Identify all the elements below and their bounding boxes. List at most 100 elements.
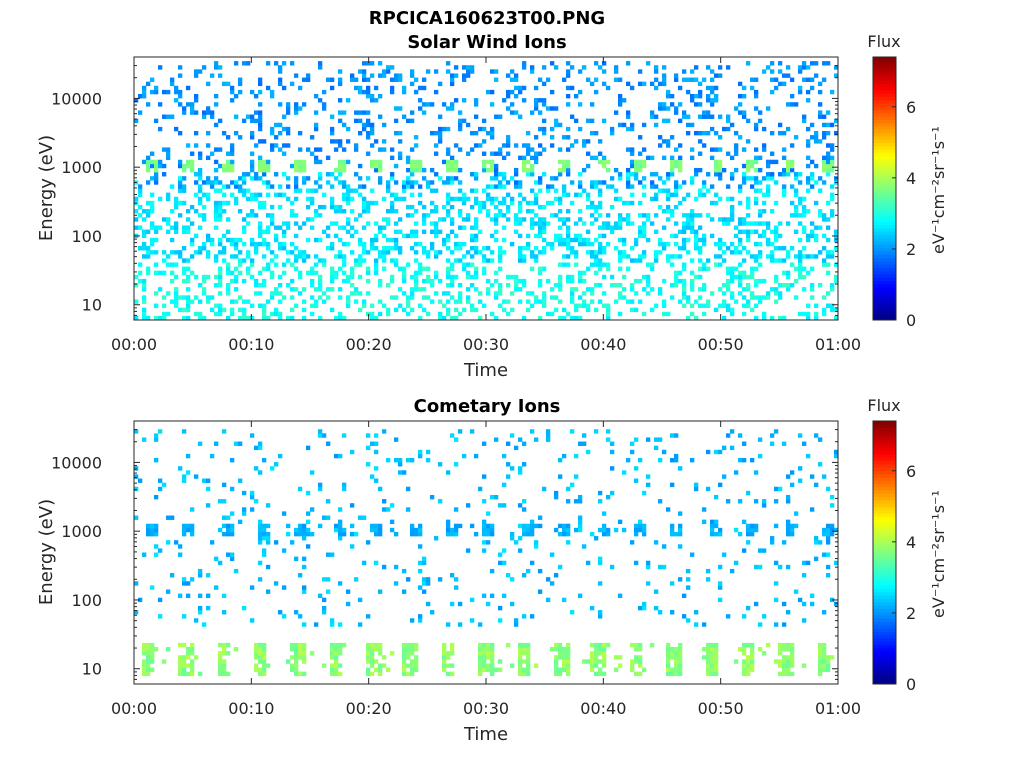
flux-cell xyxy=(782,655,787,660)
flux-cell xyxy=(346,200,351,206)
flux-cell xyxy=(178,184,183,189)
flux-cell xyxy=(166,114,171,119)
flux-cell xyxy=(730,217,735,222)
flux-cell xyxy=(798,478,803,483)
flux-cell xyxy=(290,655,295,660)
flux-cell xyxy=(382,225,387,230)
flux-cell xyxy=(222,246,227,251)
flux-cell xyxy=(358,274,363,280)
flux-cell xyxy=(782,671,787,677)
flux-cell xyxy=(314,159,319,165)
flux-cell xyxy=(454,299,459,304)
flux-cell xyxy=(154,552,159,557)
flux-cell xyxy=(818,225,823,230)
flux-cell xyxy=(490,102,495,107)
flux-cell xyxy=(554,667,559,672)
flux-cell xyxy=(742,663,747,668)
flux-cell xyxy=(446,519,451,525)
flux-cell xyxy=(578,593,583,598)
flux-cell xyxy=(810,266,815,271)
flux-cell xyxy=(738,237,743,243)
flux-cell xyxy=(690,225,695,230)
flux-cell xyxy=(630,184,635,189)
flux-cell xyxy=(498,659,503,664)
flux-cell xyxy=(342,180,347,185)
flux-cell xyxy=(582,241,587,247)
flux-cell xyxy=(334,647,339,652)
flux-cell xyxy=(358,307,363,313)
flux-cell xyxy=(166,311,171,317)
colorbar-segment xyxy=(873,129,896,134)
flux-cell xyxy=(690,209,695,214)
flux-cell xyxy=(602,221,607,226)
flux-cell xyxy=(586,560,591,566)
flux-cell xyxy=(466,65,471,70)
flux-cell xyxy=(226,135,231,140)
flux-cell xyxy=(150,651,155,656)
flux-cell xyxy=(322,262,327,267)
flux-cell xyxy=(490,69,495,74)
flux-cell xyxy=(298,671,303,677)
x-tick-label: 00:20 xyxy=(346,699,392,718)
flux-cell xyxy=(418,184,423,189)
colorbar-segment xyxy=(873,83,896,88)
flux-cell xyxy=(786,73,791,78)
flux-cell xyxy=(614,167,619,173)
flux-cell xyxy=(406,204,411,210)
flux-cell xyxy=(546,184,551,189)
flux-cell xyxy=(710,69,715,74)
flux-cell xyxy=(578,315,583,321)
flux-cell xyxy=(434,89,439,95)
flux-cell xyxy=(178,93,183,99)
flux-cell xyxy=(354,577,359,582)
flux-cell xyxy=(786,667,791,672)
flux-cell xyxy=(174,250,179,255)
flux-cell xyxy=(754,200,759,206)
flux-cell xyxy=(206,299,211,304)
flux-cell xyxy=(338,81,343,87)
flux-cell xyxy=(142,315,147,321)
flux-cell xyxy=(222,307,227,313)
flux-cell xyxy=(330,622,335,627)
flux-cell xyxy=(150,241,155,247)
flux-cell xyxy=(698,213,703,218)
flux-cell xyxy=(558,147,563,152)
flux-cell xyxy=(178,307,183,313)
flux-cell xyxy=(482,303,487,308)
flux-cell xyxy=(522,196,527,202)
flux-cell xyxy=(826,151,831,156)
flux-cell xyxy=(594,536,599,541)
flux-cell xyxy=(798,466,803,471)
flux-cell xyxy=(222,499,227,504)
flux-cell xyxy=(466,213,471,218)
flux-cell xyxy=(278,283,283,288)
flux-cell xyxy=(750,655,755,660)
flux-cell xyxy=(730,250,735,255)
flux-cell xyxy=(146,531,151,537)
flux-cell xyxy=(154,118,159,124)
flux-cell xyxy=(490,283,495,288)
flux-cell xyxy=(710,659,715,664)
flux-cell xyxy=(762,69,767,74)
flux-cell xyxy=(186,315,191,321)
colorbar-segment xyxy=(873,116,896,120)
flux-cell xyxy=(706,651,711,656)
flux-cell xyxy=(454,176,459,181)
flux-cell xyxy=(178,552,183,557)
flux-cell xyxy=(810,295,815,300)
colorbar-segment xyxy=(873,568,896,573)
flux-cell xyxy=(566,167,571,173)
flux-cell xyxy=(654,114,659,119)
flux-cell xyxy=(638,663,643,668)
flux-cell xyxy=(478,204,483,210)
flux-cell xyxy=(486,209,491,214)
flux-cell xyxy=(822,552,827,557)
flux-cell xyxy=(326,295,331,300)
flux-cell xyxy=(358,176,363,181)
flux-cell xyxy=(646,283,651,288)
flux-cell xyxy=(522,283,527,288)
flux-cell xyxy=(222,642,227,648)
flux-cell xyxy=(390,89,395,95)
flux-cell xyxy=(258,647,263,652)
flux-cell xyxy=(666,139,671,144)
